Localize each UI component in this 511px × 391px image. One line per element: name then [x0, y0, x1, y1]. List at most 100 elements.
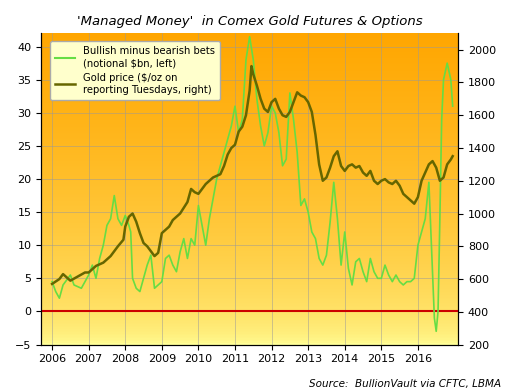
Bar [41, 186, 458, 187]
Bar [41, 273, 458, 274]
Bar [41, 190, 458, 192]
Bar [41, 183, 458, 184]
Bar [41, 128, 458, 130]
Bar [41, 90, 458, 91]
Bar [41, 281, 458, 282]
Bar [41, 334, 458, 335]
Bar [41, 225, 458, 226]
Bar [41, 206, 458, 208]
Bar [41, 105, 458, 106]
Bar [41, 234, 458, 236]
Bar [41, 203, 458, 204]
Bar [41, 279, 458, 281]
Bar [41, 175, 458, 176]
Bar [41, 254, 458, 256]
Bar [41, 163, 458, 164]
Bar [41, 341, 458, 343]
Bar [41, 103, 458, 105]
Bar [41, 166, 458, 167]
Bar [41, 54, 458, 55]
Bar [41, 88, 458, 90]
Bar [41, 179, 458, 181]
Bar [41, 83, 458, 85]
Bar [41, 201, 458, 203]
Bar [41, 268, 458, 270]
Bar [41, 265, 458, 267]
Bar [41, 33, 458, 35]
Bar [41, 135, 458, 136]
Bar [41, 63, 458, 65]
Bar [41, 271, 458, 273]
Bar [41, 249, 458, 251]
Bar [41, 173, 458, 175]
Bar [41, 204, 458, 206]
Bar [41, 52, 458, 54]
Bar [41, 292, 458, 293]
Bar [41, 304, 458, 306]
Bar [41, 65, 458, 66]
Bar [41, 309, 458, 310]
Bar [41, 35, 458, 36]
Bar [41, 153, 458, 155]
Bar [41, 169, 458, 170]
Bar [41, 176, 458, 178]
Bar [41, 244, 458, 245]
Bar [41, 69, 458, 71]
Bar [41, 195, 458, 197]
Bar [41, 310, 458, 312]
Bar [41, 262, 458, 264]
Bar [41, 327, 458, 329]
Bar [41, 91, 458, 92]
Title: 'Managed Money'  in Comex Gold Futures & Options: 'Managed Money' in Comex Gold Futures & … [77, 15, 423, 28]
Bar [41, 142, 458, 144]
Bar [41, 149, 458, 150]
Bar [41, 303, 458, 304]
Bar [41, 257, 458, 259]
Bar [41, 228, 458, 230]
Bar [41, 284, 458, 285]
Bar [41, 164, 458, 166]
Bar [41, 72, 458, 74]
Bar [41, 317, 458, 318]
Bar [41, 39, 458, 41]
Bar [41, 79, 458, 80]
Bar [41, 82, 458, 83]
Bar [41, 301, 458, 303]
Bar [41, 125, 458, 127]
Bar [41, 306, 458, 307]
Bar [41, 332, 458, 334]
Bar [41, 278, 458, 279]
Bar [41, 314, 458, 315]
Bar [41, 108, 458, 109]
Bar [41, 86, 458, 88]
Bar [41, 189, 458, 190]
Bar [41, 120, 458, 122]
Bar [41, 318, 458, 320]
Bar [41, 321, 458, 323]
Bar [41, 181, 458, 183]
Bar [41, 133, 458, 135]
Bar [41, 50, 458, 52]
Bar [41, 155, 458, 156]
Bar [41, 335, 458, 337]
Bar [41, 141, 458, 142]
Bar [41, 340, 458, 341]
Bar [41, 253, 458, 254]
Bar [41, 212, 458, 214]
Bar [41, 192, 458, 194]
Bar [41, 116, 458, 117]
Bar [41, 124, 458, 125]
Bar [41, 156, 458, 158]
Bar [41, 36, 458, 38]
Bar [41, 178, 458, 179]
Bar [41, 119, 458, 120]
Bar [41, 233, 458, 234]
Bar [41, 198, 458, 200]
Bar [41, 75, 458, 77]
Bar [41, 211, 458, 212]
Bar [41, 138, 458, 139]
Bar [41, 57, 458, 58]
Bar [41, 131, 458, 133]
Bar [41, 71, 458, 72]
Bar [41, 85, 458, 86]
